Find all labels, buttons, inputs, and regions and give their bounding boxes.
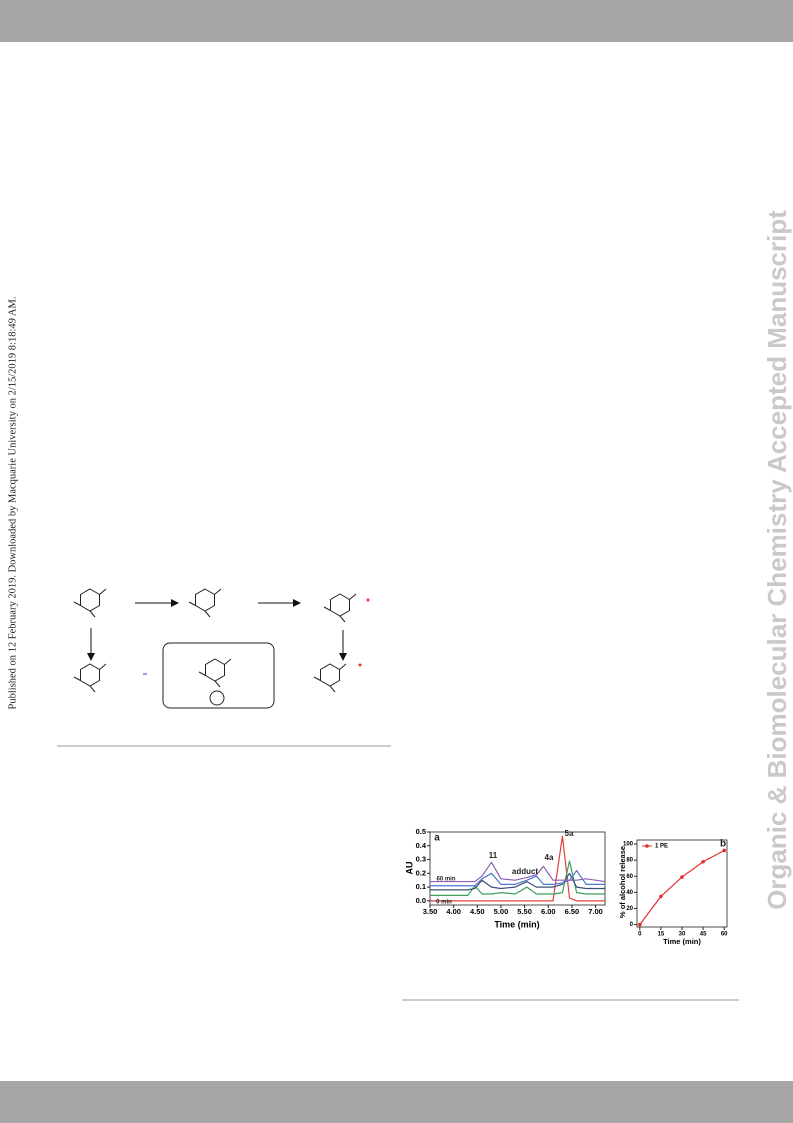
x-axis-label: Time (min) — [494, 919, 539, 929]
legend-label: 1 PE — [655, 844, 668, 850]
plot-frame — [636, 839, 728, 928]
y-tick-label: 0.4 — [416, 841, 427, 850]
x-tick-label: 5.50 — [517, 907, 532, 916]
series-line — [430, 860, 605, 896]
data-point — [659, 894, 663, 899]
data-point — [638, 922, 642, 927]
annotation: 11 — [489, 851, 498, 860]
side-note: Published on 12 February 2019. Downloade… — [7, 297, 18, 710]
series-line — [430, 835, 605, 902]
annotation: 4a — [545, 853, 554, 862]
y-axis-label: % of alcohol release — [618, 846, 627, 918]
annotation: a — [434, 833, 440, 844]
y-tick-label: 0.3 — [416, 855, 426, 864]
series-line — [430, 861, 606, 883]
x-tick-label: 15 — [658, 932, 665, 938]
watermark: Organic & Biomolecular Chemistry Accepte… — [762, 210, 792, 910]
y-tick-label: 0 — [630, 922, 634, 928]
y-tick-label: 80 — [626, 858, 633, 864]
annotation: 5a — [565, 829, 574, 838]
annotation: 0 min — [436, 900, 452, 906]
x-tick-label: 5.00 — [494, 907, 509, 916]
y-tick-label: 20 — [626, 906, 633, 912]
annotation: adduct — [512, 867, 539, 876]
x-tick-label: 60 — [721, 932, 728, 938]
y-tick-label: 0.0 — [416, 896, 426, 905]
data-point — [722, 848, 726, 853]
y-tick-label: 0.2 — [416, 868, 426, 877]
data-point — [701, 859, 705, 864]
series-line — [639, 849, 725, 925]
x-tick-label: 4.50 — [470, 907, 485, 916]
legend-marker — [645, 844, 649, 848]
data-point — [680, 875, 684, 879]
series-line — [430, 869, 605, 887]
x-tick-label: 0 — [638, 932, 642, 938]
x-tick-label: 7.00 — [588, 907, 603, 916]
x-tick-label: 4.00 — [446, 907, 461, 916]
plot-frame — [429, 831, 606, 906]
y-axis-label: AU — [404, 862, 414, 875]
footer-bar — [0, 1081, 793, 1123]
header-bar — [0, 0, 793, 42]
x-tick-label: 3.50 — [423, 907, 438, 916]
annotation: 60 min — [436, 877, 455, 883]
y-tick-label: 40 — [626, 890, 633, 896]
reaction-scheme — [73, 588, 370, 709]
x-axis-label: Time (min) — [663, 937, 701, 946]
y-tick-label: 60 — [626, 874, 633, 880]
x-tick-label: 6.00 — [541, 907, 556, 916]
y-tick-label: 0.1 — [416, 882, 426, 891]
annotation: b — [720, 839, 726, 850]
x-tick-label: 45 — [700, 932, 707, 938]
y-tick-label: 0.5 — [416, 827, 426, 836]
x-tick-label: 30 — [679, 932, 686, 938]
y-tick-label: 100 — [623, 842, 634, 848]
x-tick-label: 6.50 — [565, 907, 580, 916]
